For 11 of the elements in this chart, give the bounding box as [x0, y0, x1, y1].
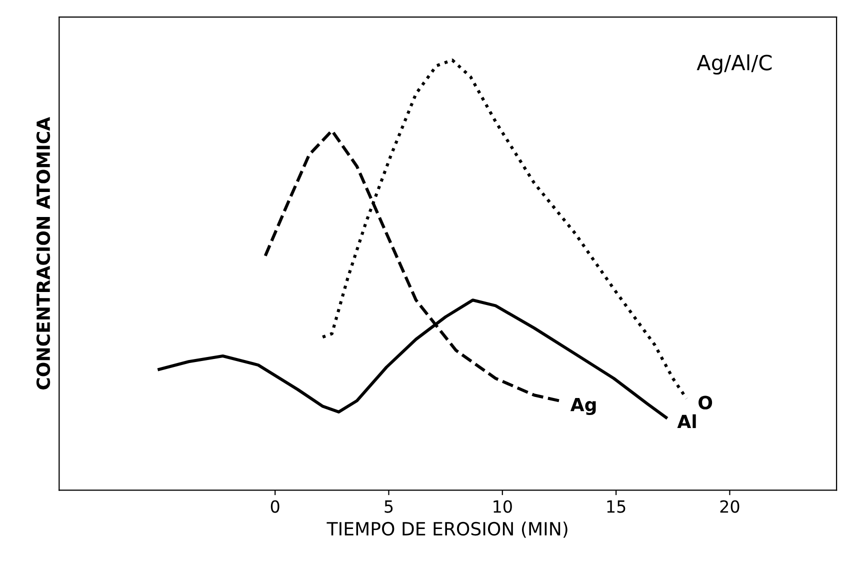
series-label: O — [698, 396, 712, 410]
x-axis-title: TIEMPO DE EROSION (MIN) — [326, 522, 568, 538]
x-tick-label: 5 — [384, 500, 393, 513]
x-tick-label: 20 — [720, 500, 740, 513]
x-tick-label: 0 — [270, 500, 280, 513]
x-tick-label: 15 — [607, 500, 626, 513]
series-label: Al — [677, 414, 696, 428]
annotation: Ag/Al/C — [696, 54, 772, 74]
y-axis-title: CONCENTRACION ATOMICA — [36, 117, 50, 390]
series-label: Ag — [570, 398, 596, 416]
x-tick-label: 10 — [494, 500, 512, 513]
